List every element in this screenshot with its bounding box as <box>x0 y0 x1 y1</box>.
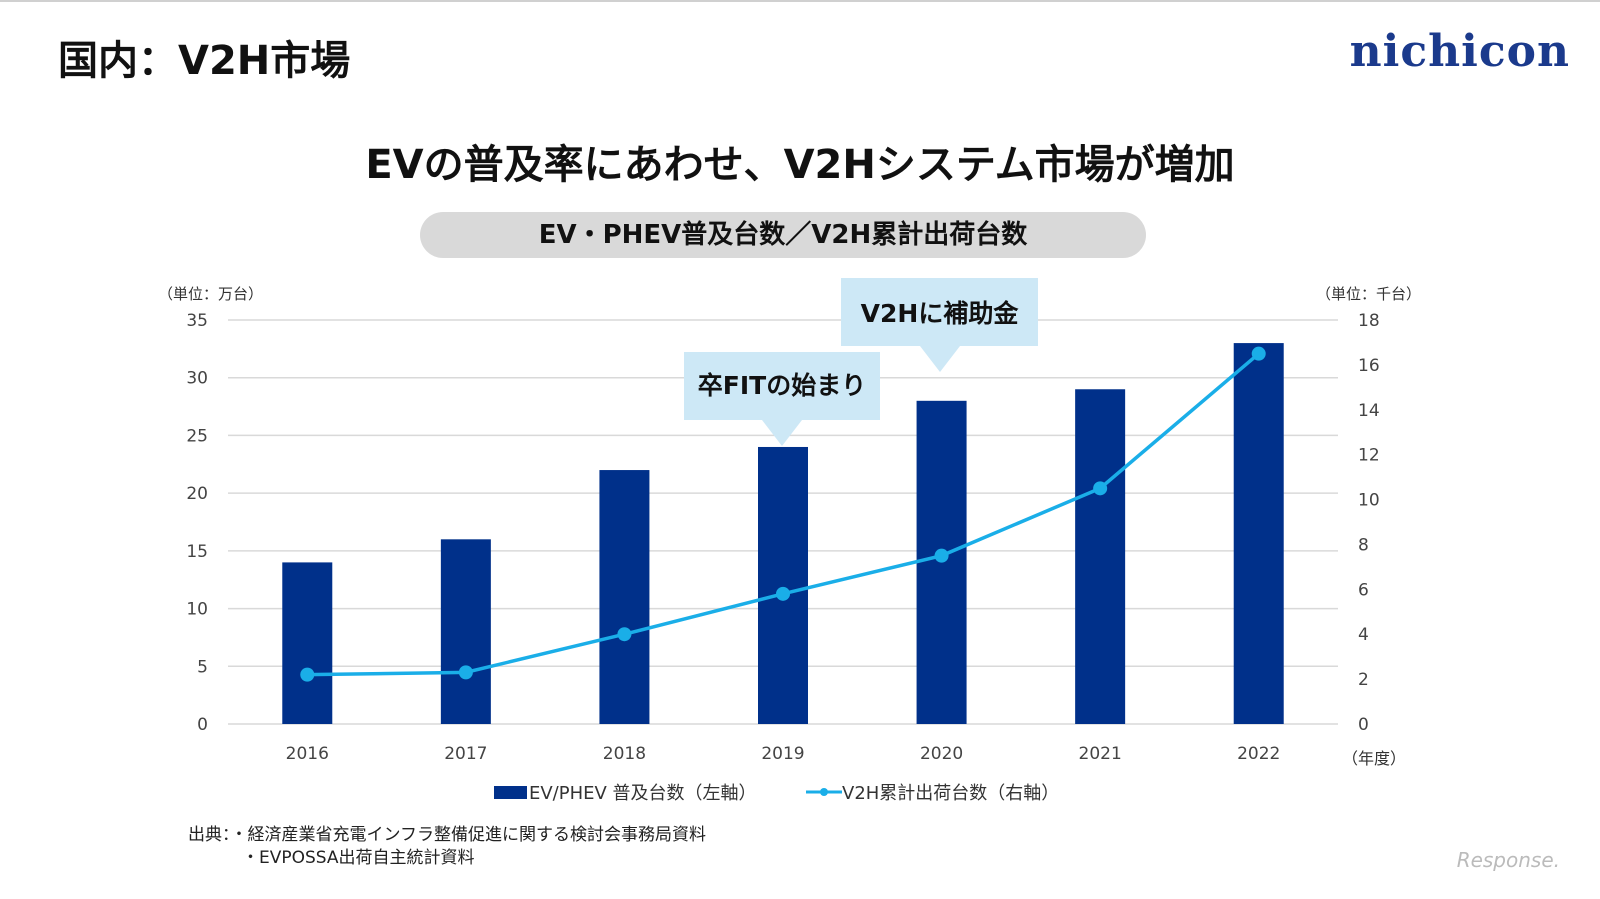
right-axis-tick: 0 <box>1358 715 1369 735</box>
bar-2018 <box>599 470 650 724</box>
source-2: ・EVPOSSA出荷自主統計資料 <box>242 848 475 868</box>
bar-2022 <box>1233 343 1284 724</box>
source-1: 出典：・経済産業省充電インフラ整備促進に関する検討会事務局資料 <box>188 825 706 845</box>
legend-item-line: V2H累計出荷台数（右軸） <box>806 779 1059 805</box>
x-axis-label: （年度） <box>1342 749 1407 768</box>
x-axis-tick: 2022 <box>1237 744 1280 764</box>
page-title: 国内：V2H市場 <box>58 38 351 84</box>
right-axis-tick: 8 <box>1358 535 1369 555</box>
right-axis-tick: 14 <box>1358 401 1380 421</box>
legend-item-bar: EV/PHEV 普及台数（左軸） <box>494 779 757 805</box>
v2h-point-2017 <box>458 665 473 680</box>
top-border <box>0 0 1600 2</box>
annotation-fit: 卒FITの始まり <box>684 352 880 446</box>
right-axis-tick: 4 <box>1358 625 1369 645</box>
response-watermark: Response. <box>1456 848 1560 872</box>
bar-2021 <box>1075 389 1126 724</box>
bar-2019 <box>758 446 808 724</box>
v2h-point-2016 <box>300 667 315 682</box>
right-axis-unit: （単位：千台） <box>1316 285 1422 303</box>
bar-2017 <box>440 539 491 724</box>
nichicon-logo: nichicon <box>1349 26 1570 77</box>
legend-line-swatch <box>806 788 842 796</box>
left-axis-tick: 25 <box>186 426 208 446</box>
x-axis-tick: 2020 <box>920 744 963 764</box>
v2h-point-2022 <box>1251 346 1266 361</box>
legend-bar-swatch <box>494 785 527 799</box>
x-axis-tick: 2016 <box>286 744 329 764</box>
bar-2016 <box>282 562 333 724</box>
right-axis-tick: 6 <box>1358 580 1369 600</box>
legend-line-label: V2H累計出荷台数（右軸） <box>842 783 1060 804</box>
x-axis-tick: 2019 <box>761 744 804 764</box>
annotation-subsidy: V2Hに補助金 <box>841 278 1038 372</box>
v2h-point-2019 <box>776 586 790 601</box>
left-axis-tick: 10 <box>186 600 208 620</box>
v2h-point-2018 <box>617 627 632 642</box>
v2h-point-2020 <box>934 548 949 563</box>
right-axis-tick: 12 <box>1358 446 1380 466</box>
x-axis-tick: 2021 <box>1079 744 1122 764</box>
headline: EVの普及率にあわせ、V2Hシステム市場が増加 <box>365 142 1235 188</box>
right-axis-tick: 16 <box>1358 356 1380 376</box>
left-axis-tick: 20 <box>186 484 208 504</box>
left-axis-tick: 0 <box>197 715 208 735</box>
x-axis-tick: 2018 <box>603 744 646 764</box>
chart-title: EV・PHEV普及台数／V2H累計出荷台数 <box>420 212 1146 258</box>
left-axis-unit: （単位：万台） <box>158 285 264 303</box>
v2h-point-2021 <box>1093 481 1108 496</box>
right-axis-tick: 2 <box>1358 670 1369 690</box>
left-axis-tick: 35 <box>186 311 208 331</box>
left-axis-tick: 5 <box>197 657 208 677</box>
left-axis-tick: 15 <box>186 542 208 562</box>
right-axis-tick: 18 <box>1358 311 1380 331</box>
x-axis-tick: 2017 <box>444 744 487 764</box>
right-axis-tick: 10 <box>1358 491 1380 511</box>
left-axis-tick: 30 <box>186 369 208 389</box>
legend-bar-label: EV/PHEV 普及台数（左軸） <box>529 783 757 804</box>
